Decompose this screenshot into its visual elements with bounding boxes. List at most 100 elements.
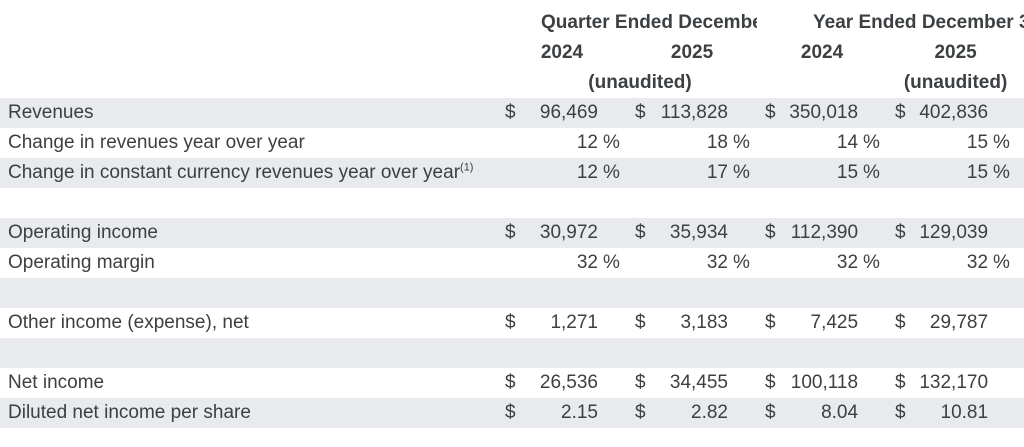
table-row-operating-margin: Operating margin 32 % 32 % 32 % 32 % <box>0 248 1024 278</box>
currency-symbol: $ <box>765 402 776 423</box>
cell-suffix <box>858 368 887 398</box>
currency-symbol: $ <box>635 102 646 123</box>
currency-symbol <box>757 158 789 188</box>
cell-value: 32 <box>966 252 989 273</box>
header-row-period: Quarter Ended December 31, Year Ended De… <box>0 8 1024 38</box>
quarter-year-2024-header: 2024 <box>540 42 584 63</box>
cell-suffix: % <box>603 162 620 183</box>
currency-symbol <box>497 158 529 188</box>
table-body: Revenues $ 96,469 $ 113,828 $ 350,018 $ … <box>0 98 1024 428</box>
cell-value: 113,828 <box>660 102 728 123</box>
currency-symbol <box>627 128 659 158</box>
cell-value: 1,271 <box>550 312 598 333</box>
year-year-2024-header: 2024 <box>800 42 844 63</box>
cell-suffix: % <box>733 162 750 183</box>
footnote-marker: (1) <box>460 161 474 174</box>
currency-symbol: $ <box>765 222 776 243</box>
currency-symbol <box>627 158 659 188</box>
cell-suffix <box>858 308 887 338</box>
header-spacer <box>0 68 497 98</box>
cell-suffix: % <box>863 162 880 183</box>
table-row-net-income: Net income $ 26,536 $ 34,455 $ 100,118 $… <box>0 368 1024 398</box>
row-label: Revenues <box>8 102 94 123</box>
currency-symbol: $ <box>895 402 906 423</box>
cell-value: 7,425 <box>810 312 859 333</box>
currency-symbol: $ <box>635 312 646 333</box>
cell-suffix: % <box>863 252 880 273</box>
year-ended-header: Year Ended December 31, <box>813 12 1024 33</box>
table-header: Quarter Ended December 31, Year Ended De… <box>0 8 1024 98</box>
currency-symbol: $ <box>895 222 906 243</box>
row-label: Diluted net income per share <box>8 402 251 423</box>
cell-suffix <box>858 398 887 428</box>
cell-value: 18 <box>706 132 728 153</box>
cell-value: 8.04 <box>821 402 859 423</box>
cell-suffix: % <box>863 132 880 153</box>
cell-value: 32 <box>576 252 598 273</box>
cell-suffix: % <box>733 132 750 153</box>
currency-symbol <box>757 128 789 158</box>
currency-symbol <box>757 248 789 278</box>
cell-value: 34,455 <box>669 372 728 393</box>
cell-suffix: % <box>993 132 1010 153</box>
table-row-diluted-eps: Diluted net income per share $ 2.15 $ 2.… <box>0 398 1024 428</box>
currency-symbol: $ <box>895 102 906 123</box>
table-row-other-income: Other income (expense), net $ 1,271 $ 3,… <box>0 308 1024 338</box>
table-row-revenue-change: Change in revenues year over year 12 % 1… <box>0 128 1024 158</box>
cell-suffix <box>988 398 1024 428</box>
cell-value: 100,118 <box>790 372 859 393</box>
spacer-row <box>0 338 1024 368</box>
spacer-cell <box>0 338 1024 368</box>
currency-symbol: $ <box>895 312 906 333</box>
table-row-operating-income: Operating income $ 30,972 $ 35,934 $ 112… <box>0 218 1024 248</box>
cell-value: 96,469 <box>539 102 598 123</box>
currency-symbol: $ <box>505 102 516 123</box>
quarter-ended-header: Quarter Ended December 31, <box>541 12 757 33</box>
cell-value: 12 <box>576 162 598 183</box>
header-row-unaudited: (unaudited) (unaudited) <box>0 68 1024 98</box>
row-label: Change in revenues year over year <box>8 132 305 153</box>
cell-suffix: % <box>993 252 1010 273</box>
currency-symbol: $ <box>765 312 776 333</box>
cell-value: 15 <box>966 162 989 183</box>
cell-value: 35,934 <box>669 222 728 243</box>
cell-suffix: % <box>603 132 620 153</box>
cell-value: 17 <box>706 162 728 183</box>
currency-symbol <box>497 248 529 278</box>
cell-suffix <box>858 218 887 248</box>
cell-value: 129,039 <box>919 222 989 243</box>
cell-suffix <box>598 368 627 398</box>
cell-suffix: % <box>603 252 620 273</box>
currency-symbol: $ <box>505 222 516 243</box>
currency-symbol <box>627 248 659 278</box>
cell-value: 402,836 <box>919 102 989 123</box>
header-row-years: 2024 2025 2024 2025 <box>0 38 1024 68</box>
cell-value: 26,536 <box>539 372 598 393</box>
cell-suffix <box>988 98 1024 128</box>
cell-suffix <box>988 368 1024 398</box>
header-spacer <box>0 38 497 68</box>
currency-symbol: $ <box>635 372 646 393</box>
cell-suffix: % <box>993 162 1010 183</box>
cell-suffix <box>598 98 627 128</box>
currency-symbol <box>887 158 919 188</box>
cell-suffix <box>728 218 757 248</box>
cell-value: 30,972 <box>539 222 598 243</box>
currency-symbol: $ <box>765 372 776 393</box>
currency-symbol: $ <box>505 402 516 423</box>
spacer-cell <box>0 278 1024 308</box>
cell-suffix <box>728 368 757 398</box>
cell-value: 12 <box>576 132 598 153</box>
year-year-2025-header: 2025 <box>934 42 977 63</box>
cell-value: 112,390 <box>790 222 859 243</box>
cell-value: 29,787 <box>929 312 989 333</box>
year-unaudited-note: (unaudited) <box>903 72 1008 93</box>
spacer-row <box>0 278 1024 308</box>
currency-symbol: $ <box>765 102 776 123</box>
cell-value: 15 <box>966 132 989 153</box>
spacer-cell <box>0 188 1024 218</box>
cell-value: 32 <box>706 252 728 273</box>
header-spacer <box>757 68 887 98</box>
cell-value: 132,170 <box>919 372 989 393</box>
row-label: Net income <box>8 372 105 393</box>
